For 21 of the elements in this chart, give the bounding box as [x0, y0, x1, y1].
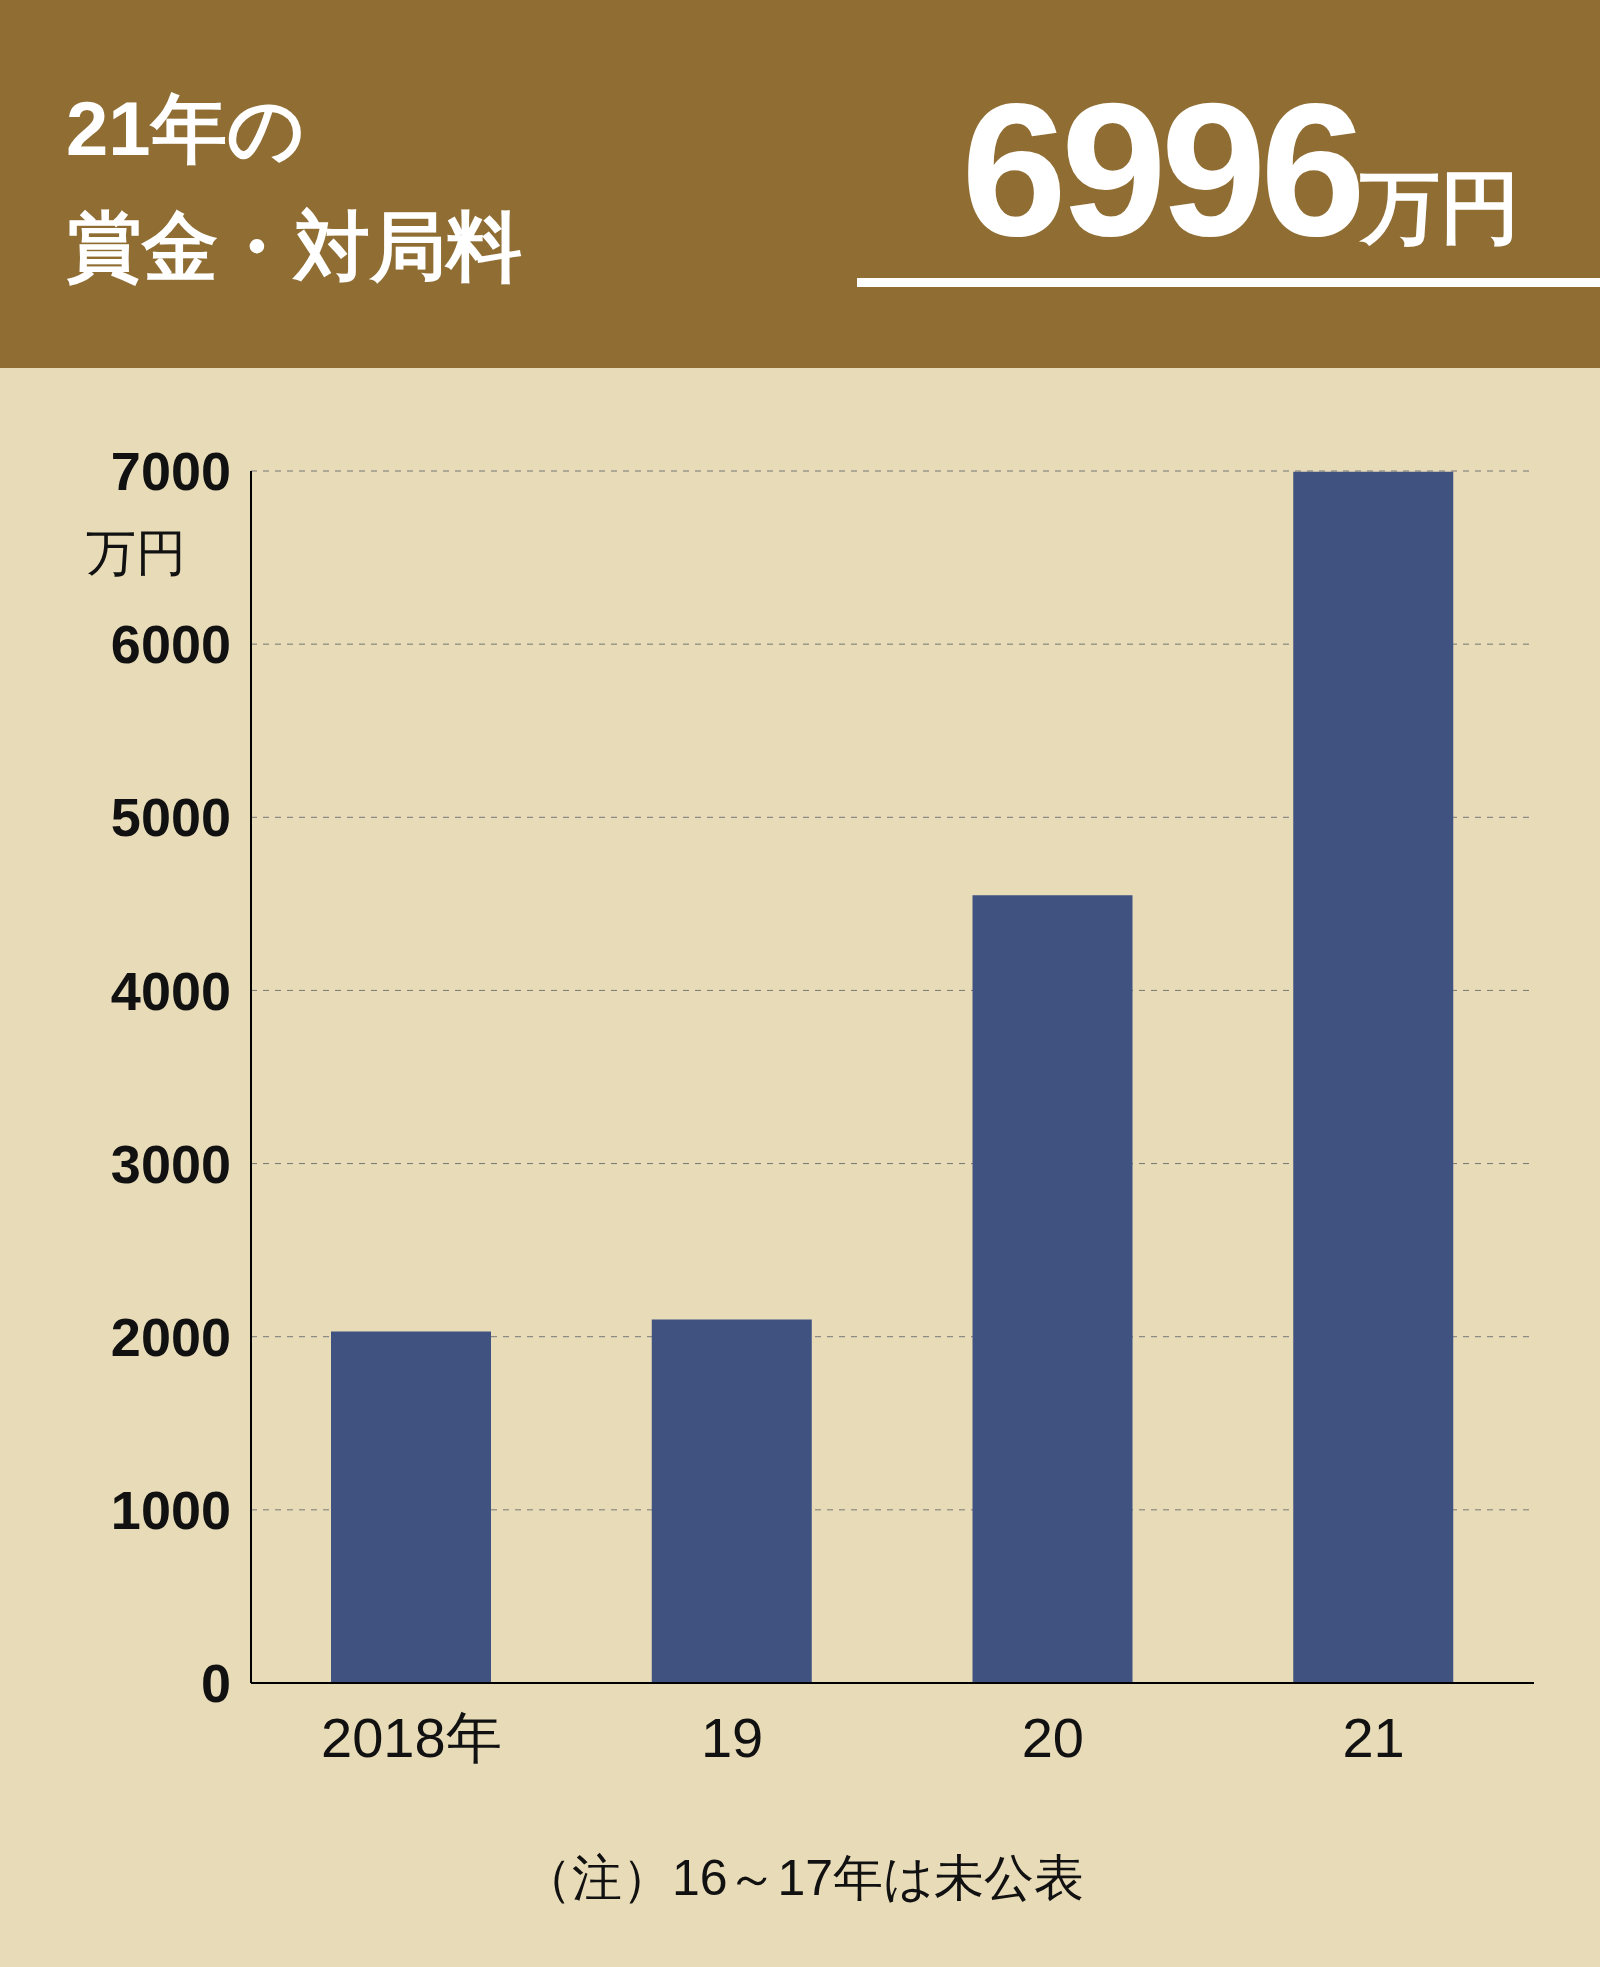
y-tick-label: 5000: [110, 787, 231, 848]
text: （注）16～17年は未公表: [520, 1849, 1086, 1908]
y-tick-label: 1000: [110, 1480, 231, 1541]
bar: [1293, 471, 1454, 1683]
chart-title: 21年の: [66, 85, 306, 173]
x-tick-label: 20: [1021, 1705, 1085, 1769]
bar: [651, 1319, 812, 1683]
x-tick-label: 2018年: [321, 1705, 502, 1769]
y-tick-label: 4000: [110, 960, 231, 1021]
bar: [331, 1331, 491, 1683]
x-tick-label: 19: [700, 1705, 764, 1769]
x-tick-label: 21: [1342, 1705, 1405, 1769]
y-tick-label: 0: [200, 1653, 231, 1714]
y-tick-label: 3000: [110, 1133, 231, 1194]
bar: [972, 895, 1133, 1683]
y-axis-title: 万円: [86, 524, 186, 583]
y-tick-label: 2000: [110, 1306, 231, 1367]
y-tick-label: 6000: [110, 614, 231, 675]
text: 6996万円: [961, 63, 1520, 275]
chart-subtitle: 賞金・対局料: [66, 203, 522, 291]
y-tick-label: 7000: [110, 441, 231, 502]
